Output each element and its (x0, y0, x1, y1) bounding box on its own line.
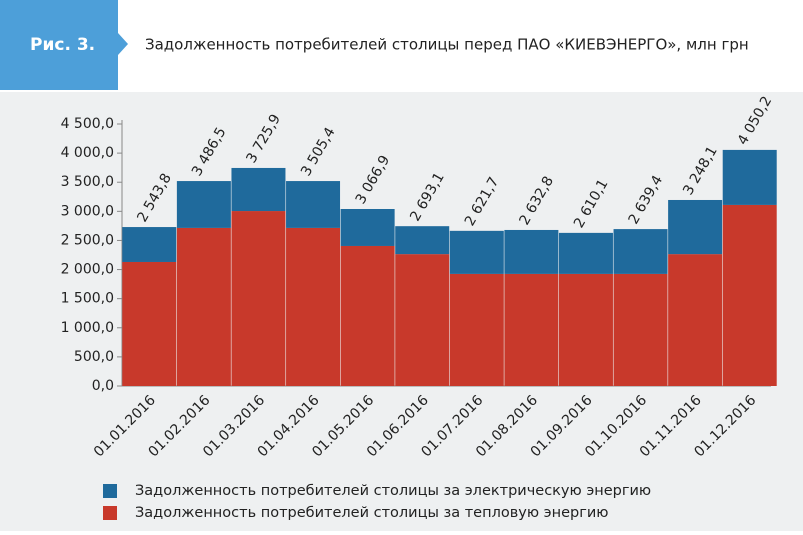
bar-segment (231, 167, 286, 212)
legend-label: Задолженность потребителей столицы за те… (135, 505, 608, 521)
y-tick-label: 2 500,0 (61, 232, 114, 248)
bar-segment (122, 227, 177, 262)
bar-segment (176, 181, 231, 228)
bar-segment (286, 181, 341, 228)
bar-segment (176, 227, 231, 386)
bar-segment (558, 273, 613, 386)
bar-segment (449, 273, 504, 386)
bar-segment (231, 211, 286, 386)
chart-title: Задолженность потребителей столицы перед… (145, 36, 749, 54)
y-tick-label: 4 500,0 (61, 116, 114, 132)
bar-segment (122, 261, 177, 386)
bar-segment (395, 226, 450, 255)
legend-swatch (103, 506, 117, 520)
bar-segment (504, 229, 559, 274)
y-tick-label: 3 000,0 (61, 203, 114, 219)
bar-segment (504, 273, 559, 386)
tag-bg (0, 0, 128, 90)
bar-segment (558, 232, 613, 274)
bar-segment (286, 227, 341, 386)
header-bg (0, 0, 803, 92)
y-tick-label: 4 000,0 (61, 145, 114, 161)
bar-segment (668, 254, 723, 386)
bar-segment (340, 209, 395, 246)
tag: Рис. 3. (30, 35, 95, 55)
bar-segment (613, 273, 668, 386)
y-tick-label: 1 000,0 (61, 320, 114, 336)
bar-segment (613, 229, 668, 274)
y-tick-label: 0,0 (92, 378, 114, 394)
bar-segment (340, 245, 395, 386)
bar-segment (668, 199, 723, 255)
y-tick-label: 1 500,0 (61, 291, 114, 307)
bar-segment (449, 230, 504, 274)
bar-segment (722, 204, 777, 386)
y-tick-label: 2 000,0 (61, 262, 114, 278)
legend-label: Задолженность потребителей столицы за эл… (135, 483, 651, 499)
legend-swatch (103, 484, 117, 498)
bar-segment (395, 254, 450, 386)
y-tick-label: 500,0 (74, 349, 114, 365)
bar-segment (722, 149, 777, 205)
y-tick-label: 3 500,0 (61, 174, 114, 190)
